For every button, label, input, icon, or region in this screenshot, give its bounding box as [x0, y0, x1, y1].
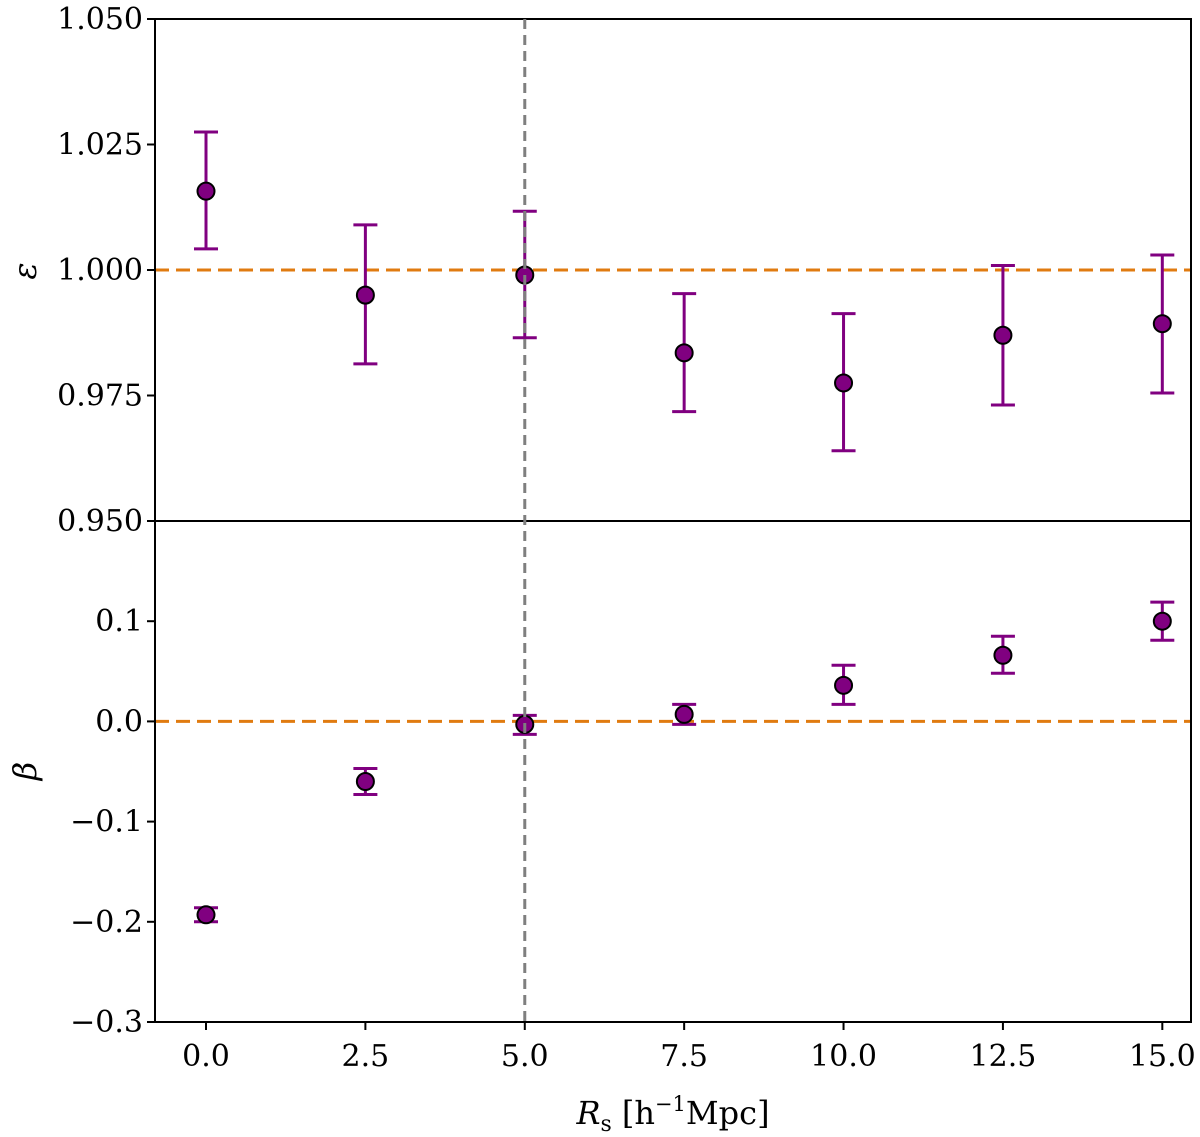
- x-ticks: 0.0 2.5 5.0 7.5 10.0 12.5 15.0: [182, 1022, 1196, 1074]
- beta-data-point: [355, 772, 375, 792]
- bottom-y-ticks: −0.3 −0.2 −0.1 0.0 0.1: [70, 604, 155, 1040]
- bottom-panel: −0.3 −0.2 −0.1 0.0 0.1 0.0 2.5 5.0 7.5 10.0 12.5 1…: [6, 520, 1196, 1074]
- epsilon-data-point: [1152, 314, 1172, 334]
- x-axis-label: Rs [h−1Mpc]: [575, 1092, 769, 1137]
- top-panel: 0.950 0.975 1.000 1.025 1.050 ε: [6, 2, 1192, 539]
- epsilon-data-point: [196, 181, 216, 201]
- epsilon-y-tick-label: 1.050: [57, 2, 143, 37]
- bottom-axes-frame: [154, 520, 1192, 1023]
- beta-data-point: [674, 704, 694, 724]
- top-y-axis-label: ε: [6, 262, 44, 279]
- beta-data-point: [1152, 611, 1172, 631]
- bottom-data-marks: [194, 600, 1175, 925]
- top-data-marks: [194, 130, 1175, 453]
- x-tick-label: 10.0: [810, 1039, 877, 1074]
- epsilon-y-tick-label: 0.975: [57, 379, 143, 414]
- epsilon-data-point: [993, 325, 1013, 345]
- epsilon-y-tick-label: 1.025: [57, 128, 143, 163]
- x-tick-label: 0.0: [182, 1039, 230, 1074]
- top-y-ticks: 0.950 0.975 1.000 1.025 1.050: [57, 2, 155, 539]
- x-tick-label: 7.5: [660, 1039, 708, 1074]
- x-tick-label: 15.0: [1129, 1039, 1196, 1074]
- beta-data-point: [834, 675, 854, 695]
- beta-y-tick-label: −0.2: [70, 905, 143, 940]
- beta-y-tick-label: −0.1: [70, 805, 143, 840]
- beta-y-tick-label: 0.0: [95, 704, 143, 739]
- x-tick-label: 12.5: [970, 1039, 1037, 1074]
- epsilon-data-point: [355, 285, 375, 305]
- beta-y-tick-label: −0.3: [70, 1005, 143, 1040]
- epsilon-y-tick-label: 0.950: [57, 504, 143, 539]
- x-tick-label: 2.5: [342, 1039, 390, 1074]
- epsilon-data-point: [834, 373, 854, 393]
- beta-y-tick-label: 0.1: [95, 604, 143, 639]
- beta-data-point: [993, 645, 1013, 665]
- bottom-y-axis-label: β: [6, 762, 44, 782]
- epsilon-data-point: [674, 343, 694, 363]
- epsilon-y-tick-label: 1.000: [57, 253, 143, 288]
- x-tick-label: 5.0: [501, 1039, 549, 1074]
- beta-data-point: [196, 905, 216, 925]
